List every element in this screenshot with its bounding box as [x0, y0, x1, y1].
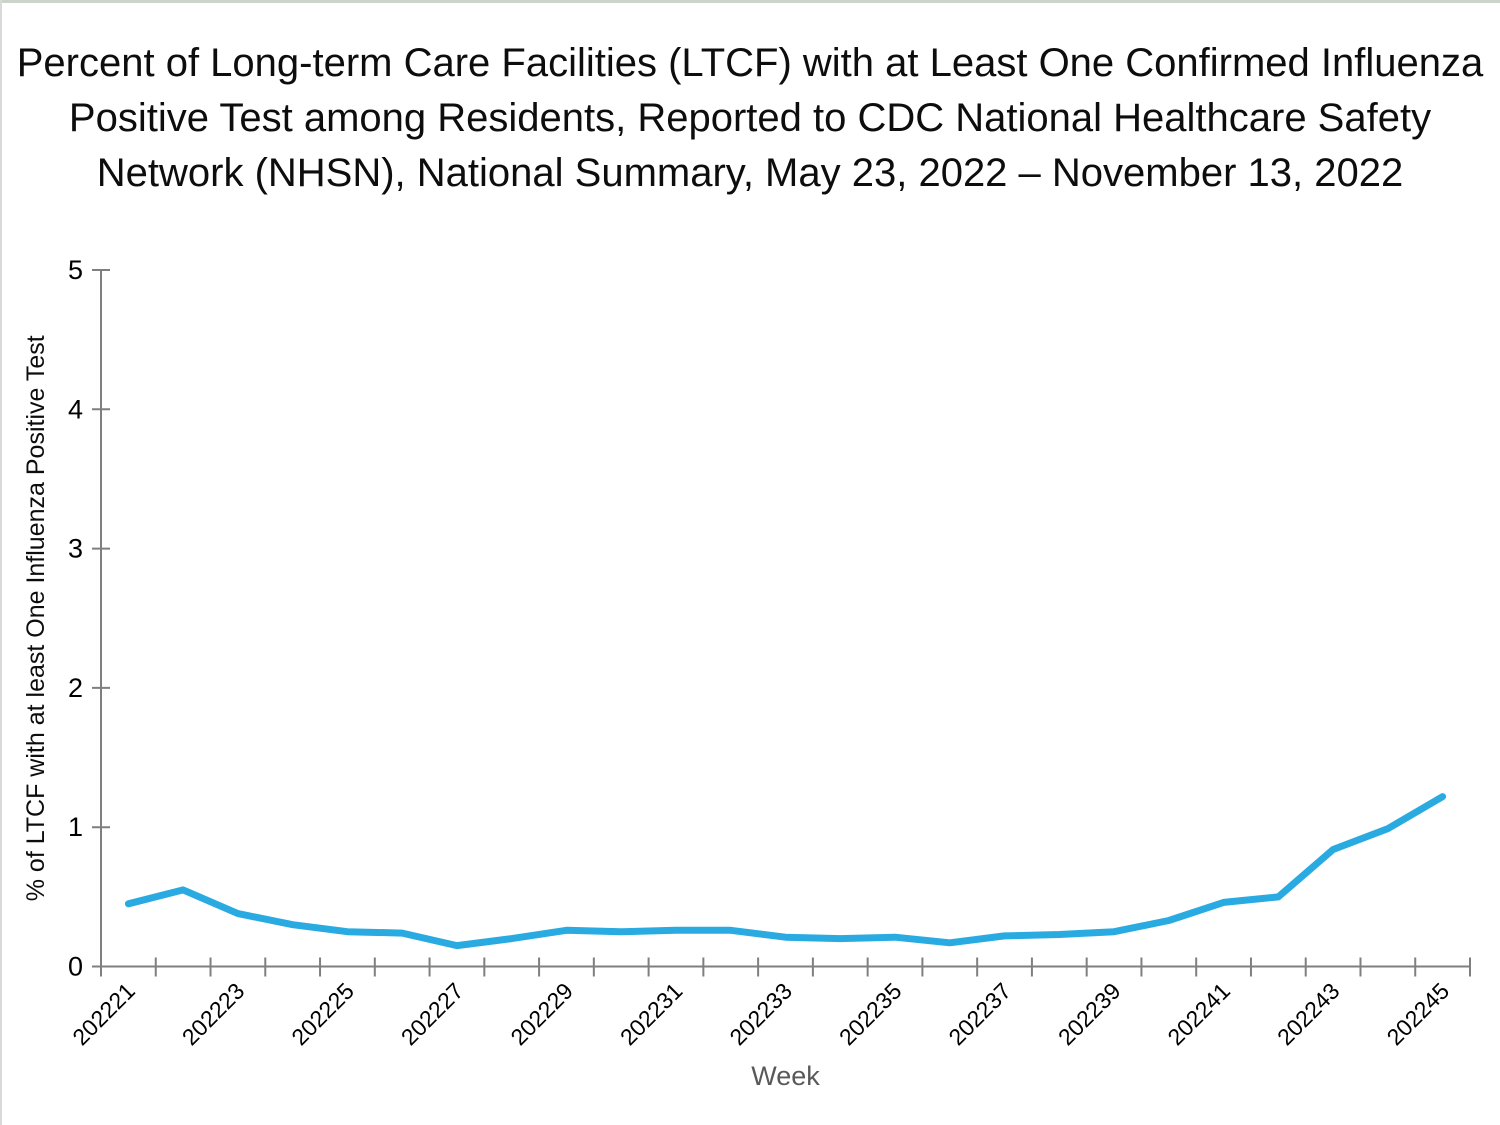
chart-title-line-3: Network (NHSN), National Summary, May 23…: [96, 151, 1404, 195]
x-tick-label: 202225: [286, 978, 359, 1051]
data-line: [124, 793, 1447, 950]
x-tick-label: 202241: [1162, 978, 1235, 1051]
y-tick-label: 2: [68, 673, 83, 703]
x-tick-label: 202231: [615, 978, 688, 1051]
x-tick-label: 202239: [1053, 978, 1126, 1051]
x-tick-label: 202237: [943, 978, 1016, 1051]
x-tick-label: 202221: [67, 978, 140, 1051]
x-tick-label: 202229: [505, 978, 578, 1051]
x-tick-label: 202233: [724, 978, 797, 1051]
y-tick-label: 5: [68, 255, 83, 285]
x-axis-title: Week: [751, 1061, 820, 1091]
x-tick-label: 202243: [1272, 978, 1345, 1051]
y-tick-label: 4: [68, 394, 83, 424]
x-tick-label: 202223: [177, 978, 250, 1051]
chart-title-line-2: Positive Test among Residents, Reported …: [68, 96, 1432, 140]
y-tick-label: 3: [68, 534, 83, 564]
x-tick-label: 202245: [1382, 978, 1455, 1051]
chart-title: Percent of Long-term Care Facilities (LT…: [0, 36, 1500, 201]
x-tick-label: 202235: [834, 978, 907, 1051]
y-axis-title: % of LTCF with at least One Influenza Po…: [22, 335, 50, 901]
y-tick-label: 1: [68, 812, 83, 842]
page-border-left: [0, 0, 2, 1125]
chart-title-line-1: Percent of Long-term Care Facilities (LT…: [16, 41, 1484, 85]
y-tick-label: 0: [68, 952, 83, 982]
x-tick-label: 202227: [396, 978, 469, 1051]
page-border-top: [0, 0, 1500, 3]
